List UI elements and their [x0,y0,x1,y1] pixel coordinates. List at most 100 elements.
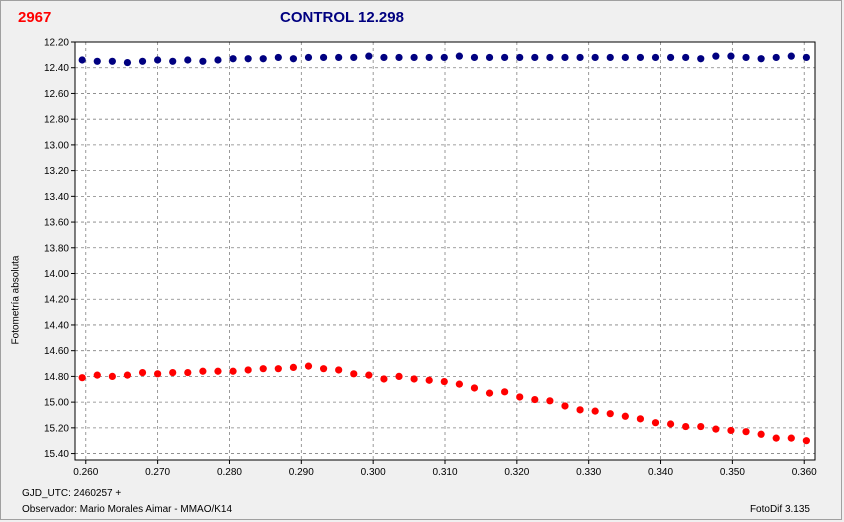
y-tick-label: 15.00 [44,398,69,409]
control-point [757,55,765,63]
x-tick-label: 0.340 [648,467,673,478]
control-point [319,53,328,62]
object-point [470,384,479,392]
x-tick-label: 0.300 [361,467,386,478]
control-point [455,52,463,60]
control-point [440,53,448,62]
object-id-title: 2967 [18,9,52,26]
control-point [742,53,750,62]
object-point [802,437,810,445]
control-point [214,56,222,64]
object-point [319,365,328,373]
control-point [651,53,660,62]
x-tick-label: 0.290 [289,467,314,478]
control-point [199,57,207,65]
control-point [561,53,569,62]
object-point [501,388,509,396]
gjd-utc-label: GJD_UTC: 2460257 + [22,488,122,499]
control-point [154,56,162,64]
object-point [591,407,599,415]
control-point [485,53,494,62]
series-layer [78,52,810,445]
object-point [169,368,177,377]
object-point [380,375,388,383]
object-point [289,363,298,371]
x-tick-label: 0.330 [576,467,601,478]
y-tick-label: 12.40 [44,63,69,74]
object-point [651,419,660,427]
object-point [561,402,569,410]
control-point [531,53,539,62]
control-point [229,55,237,63]
object-point [485,389,494,397]
control-point [259,55,267,63]
tick-layer: 12.20 12.40 12.60 12.80 13.00 13.20 13.40 13.60… [44,38,817,479]
control-point [516,53,524,62]
object-point [712,425,720,433]
y-tick-label: 12.60 [44,89,69,100]
software-version-label: FotoDif 3.135 [749,504,810,515]
object-point [78,374,86,382]
control-point [380,53,388,62]
control-point [712,52,720,60]
object-point [787,434,795,442]
x-tick-label: 0.320 [504,467,529,478]
object-point [154,370,162,378]
control-point [772,53,780,62]
object-point [365,371,373,379]
observer-label: Observador: Mario Morales Aimar - MMAO/K… [22,504,233,515]
control-point [682,53,690,62]
control-point [576,53,584,62]
control-point [621,53,629,62]
grid-layer [75,41,815,460]
object-point [108,372,116,380]
control-point [184,56,192,64]
object-point [636,415,645,423]
plot-border [74,41,816,461]
y-tick-label: 13.80 [44,243,69,254]
x-tick-label: 0.310 [432,467,457,478]
y-tick-label: 14.20 [44,295,69,306]
control-point [666,53,675,62]
object-point [621,412,629,420]
x-tick-label: 0.270 [145,467,170,478]
control-point [289,55,298,63]
control-star-title: CONTROL 12.298 [280,9,404,26]
object-point [350,370,358,378]
x-tick-label: 0.260 [73,467,98,478]
y-tick-label: 12.80 [44,115,69,126]
object-point [546,397,554,405]
object-point [727,426,735,435]
object-point [697,422,705,431]
object-point [772,434,780,442]
object-point [199,367,207,375]
object-point [138,368,147,377]
x-tick-label: 0.360 [792,467,817,478]
y-tick-label: 13.40 [44,192,69,203]
object-point [425,376,433,384]
control-point [591,53,599,62]
object-point [455,380,463,388]
control-point [138,57,147,65]
control-point [501,53,509,62]
object-point [304,362,313,370]
control-point [727,52,735,60]
object-point [93,371,101,379]
control-point [425,53,433,62]
object-point [395,372,403,380]
object-point [244,366,252,374]
control-point [78,56,86,64]
control-point [636,53,645,62]
object-point [123,371,132,379]
object-point [606,410,614,418]
control-point [802,53,810,62]
y-tick-label: 14.60 [44,346,69,357]
control-point [274,53,282,62]
object-point [576,406,584,414]
object-point [274,365,282,373]
object-point [440,377,448,386]
y-tick-label: 13.20 [44,166,69,177]
control-point [335,53,343,62]
